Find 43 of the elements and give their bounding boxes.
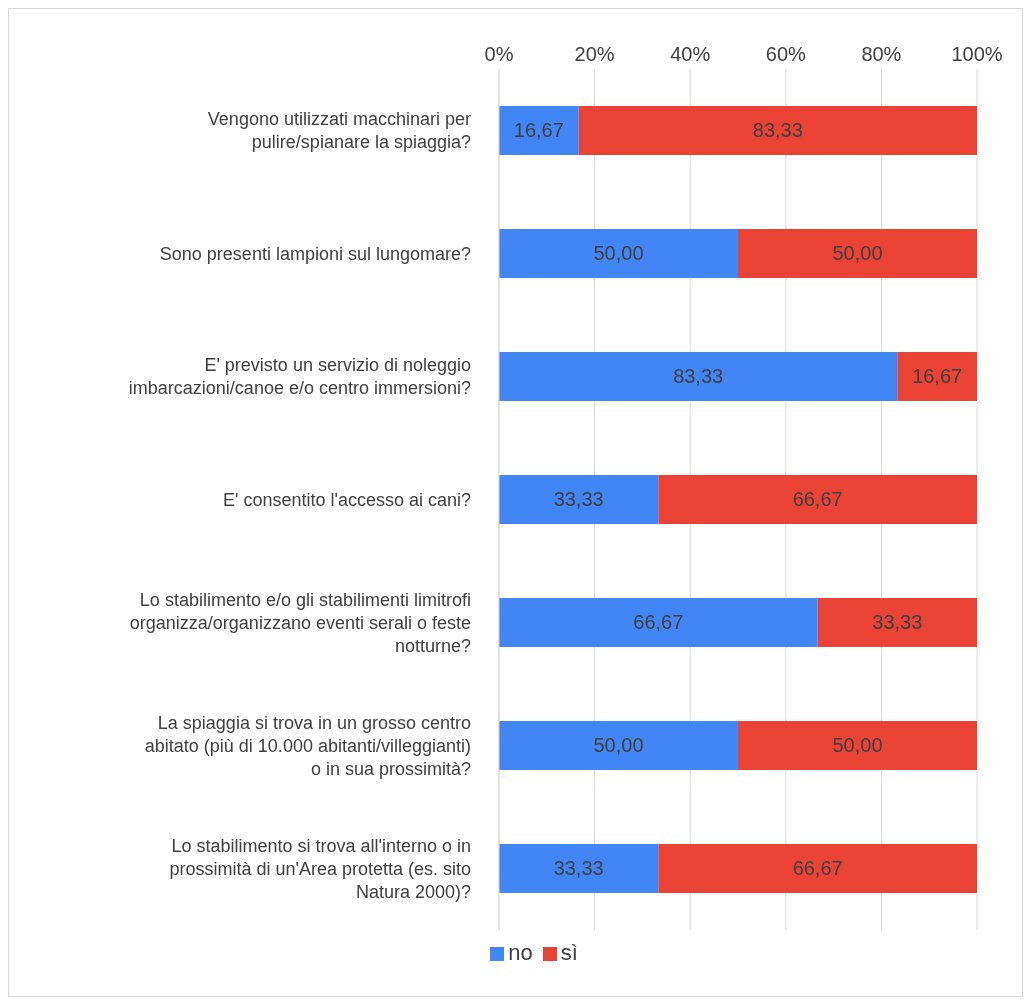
data-label: 50,00 [832, 242, 883, 265]
y-tick-label: E' consentito l'accesso ai cani? [222, 489, 471, 510]
bar [738, 228, 977, 278]
bar [499, 228, 738, 278]
bar [738, 720, 977, 770]
data-label: 83,33 [673, 365, 724, 388]
x-tick-label: 20% [574, 43, 615, 65]
data-label: 16,67 [912, 365, 963, 388]
bar [499, 474, 659, 524]
bar [817, 597, 977, 647]
bar [499, 720, 738, 770]
x-tick-label: 0% [484, 43, 514, 65]
y-tick-label: Lo stabilimento e/o gli stabilimenti limitrofi organizza/organizzano eventi serali o feste notturne? [129, 589, 471, 656]
data-label: 66,67 [792, 488, 843, 511]
y-tick-label: Lo stabilimento si trova all'interno o in prossimità di un'Area protetta (es. sito Natura 2000)? [169, 835, 471, 902]
legend-label: no [508, 940, 533, 965]
data-label: 33,33 [553, 488, 604, 511]
x-tick-label: 80% [861, 43, 902, 65]
x-tick-label: 60% [765, 43, 807, 65]
bar [578, 105, 977, 155]
data-label: 50,00 [593, 734, 644, 757]
data-label: 66,67 [633, 611, 684, 634]
x-tick-label: 100% [951, 43, 1003, 65]
bar [658, 843, 977, 893]
bar [499, 105, 579, 155]
bar [658, 474, 977, 524]
bar [499, 351, 898, 401]
data-label: 33,33 [553, 857, 604, 880]
data-label: 66,67 [792, 857, 843, 880]
y-tick-label: E' previsto un servizio di noleggio imbarcazioni/canoe e/o centro immersioni? [128, 355, 471, 398]
bar [897, 351, 977, 401]
x-tick-label: 40% [670, 43, 711, 65]
data-label: 50,00 [593, 242, 644, 265]
bar [499, 597, 818, 647]
data-label: 50,00 [832, 734, 883, 757]
data-label: 33,33 [872, 611, 923, 634]
y-tick-label: Sono presenti lampioni sul lungomare? [159, 243, 471, 264]
y-tick-label: Vengono utilizzati macchinari per pulire/spianare la spiaggia? [207, 109, 471, 152]
legend-label: sì [560, 940, 578, 965]
data-label: 16,67 [513, 119, 564, 142]
y-tick-label: La spiaggia si trova in un grosso centro abitato (più di 10.000 abitanti/villeggianti) o in sua prossimità? [144, 712, 471, 779]
data-label: 83,33 [752, 119, 803, 142]
bar [499, 843, 659, 893]
